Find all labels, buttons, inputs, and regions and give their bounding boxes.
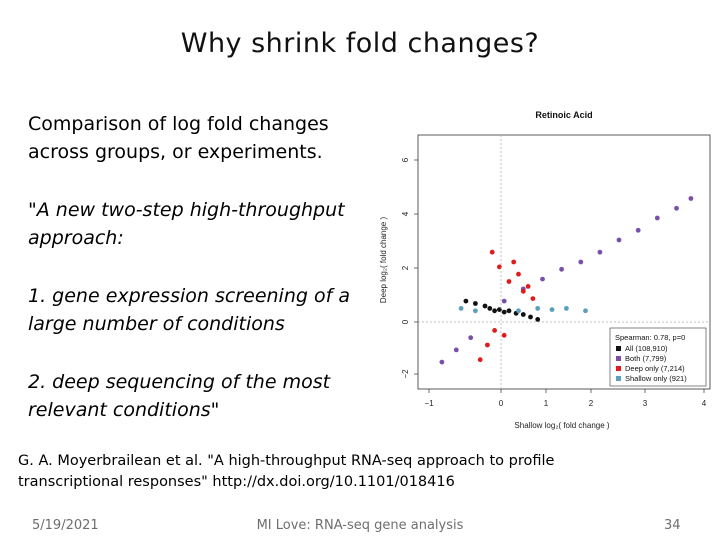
intro-text: Comparison of log fold changes across gr…: [28, 113, 329, 163]
y-tick-label: 4: [401, 211, 410, 216]
x-tick-label: 3: [643, 399, 648, 408]
scatter-point-all: [492, 308, 497, 314]
x-axis: −1 0 1 2 3 4 Shallow log₂( fold change ): [424, 389, 707, 430]
scatter-point-both: [654, 215, 660, 221]
y-axis-label: Deep log₂( fold change ): [379, 217, 388, 304]
scatter-point-all: [497, 307, 502, 312]
x-tick-label: 1: [544, 399, 549, 408]
figure-title: Retinoic Acid: [535, 110, 592, 120]
scatter-point-shallow: [583, 308, 588, 314]
scatter-point-both: [597, 249, 603, 255]
y-tick-label: 0: [401, 319, 410, 324]
y-tick-label: 2: [401, 265, 410, 270]
scatter-point-both: [501, 298, 507, 304]
scatter-point-both: [616, 237, 622, 243]
x-tick-label: 2: [589, 399, 594, 408]
scatter-point-all: [487, 306, 493, 311]
slide-number: 34: [664, 518, 681, 533]
scatter-point-shallow: [458, 306, 464, 311]
scatter-point-all: [463, 298, 469, 304]
scatter-point-all: [520, 312, 526, 317]
x-tick-label: −1: [424, 399, 434, 408]
scatter-point-shallow: [549, 307, 555, 312]
quote-line-1: "A new two-step high-throughput approach…: [28, 199, 345, 249]
legend-label-all: All (108,910): [625, 344, 668, 353]
y-axis: −2 0 2 4 6 Deep log₂( fold change ): [379, 157, 418, 379]
scatter-point-deep: [520, 288, 526, 294]
scatter-point-deep: [501, 332, 507, 338]
scatter-point-deep: [477, 357, 483, 363]
plot-frame: [417, 134, 711, 390]
scatter-point-both: [453, 347, 459, 353]
y-tick-label: −2: [401, 369, 410, 379]
scatter-point-shallow: [535, 306, 541, 311]
scatter-point-deep: [511, 259, 517, 265]
legend-swatch-deep-only: [616, 366, 621, 371]
scatter-point-deep: [516, 271, 521, 277]
scatter-point-deep: [485, 342, 490, 348]
scatter-point-both: [468, 335, 474, 341]
scatter-point-both: [674, 205, 679, 211]
legend-box: [609, 327, 707, 387]
scatter-point-shallow: [564, 306, 569, 311]
legend-label-shallow-only: Shallow only (921): [625, 374, 687, 383]
scatter-point-deep: [530, 296, 536, 301]
scatter-point-all: [535, 317, 541, 322]
footer-presentation-title: MI Love: RNA-seq gene analysis: [256, 518, 464, 533]
scatter-point-both: [559, 266, 564, 272]
quote-line-2: 1. gene expression screening of a large …: [28, 285, 350, 335]
legend-label-both: Both (7,799): [625, 354, 667, 363]
scatter-point-both: [439, 359, 445, 365]
legend-swatch-all: [616, 346, 621, 351]
slide-title: Why shrink fold changes?: [180, 28, 540, 59]
scatter-figure: Retinoic Acid −1 0 1 2 3 4 Shallow log₂(…: [379, 110, 711, 430]
legend: Spearman: 0.78, p=0 All (108,910) Both (…: [609, 327, 707, 387]
legend-swatch-shallow-only: [616, 376, 621, 381]
point-layer: [439, 196, 694, 365]
scatter-point-deep: [525, 284, 531, 289]
scatter-point-both: [578, 259, 584, 265]
scatter-point-shallow: [516, 308, 521, 314]
y-tick-label: 6: [401, 157, 410, 162]
footer-date: 5/19/2021: [32, 518, 99, 533]
legend-swatch-both: [616, 356, 621, 361]
scatter-point-deep: [489, 249, 495, 255]
scatter-point-all: [528, 314, 533, 320]
scatter-point-deep: [506, 279, 512, 284]
legend-label-deep-only: Deep only (7,214): [625, 364, 685, 373]
scatter-point-all: [506, 308, 512, 314]
scatter-point-all: [473, 301, 478, 306]
scatter-point-both: [688, 196, 694, 201]
legend-header: Spearman: 0.78, p=0: [615, 333, 685, 342]
scatter-point-shallow: [473, 308, 478, 314]
scatter-point-deep: [492, 328, 497, 333]
scatter-point-both: [635, 227, 641, 233]
scatter-point-deep: [497, 264, 502, 270]
quote-line-3: 2. deep sequencing of the most relevant …: [28, 371, 331, 421]
citation: G. A. Moyerbrailean et al. "A high-throu…: [18, 453, 555, 490]
x-tick-label: 0: [499, 399, 504, 408]
x-tick-label: 4: [702, 399, 707, 408]
scatter-point-both: [540, 276, 545, 282]
scatter-point-all: [501, 309, 507, 315]
x-axis-label: Shallow log₂( fold change ): [514, 421, 609, 430]
scatter-point-all: [482, 303, 488, 309]
